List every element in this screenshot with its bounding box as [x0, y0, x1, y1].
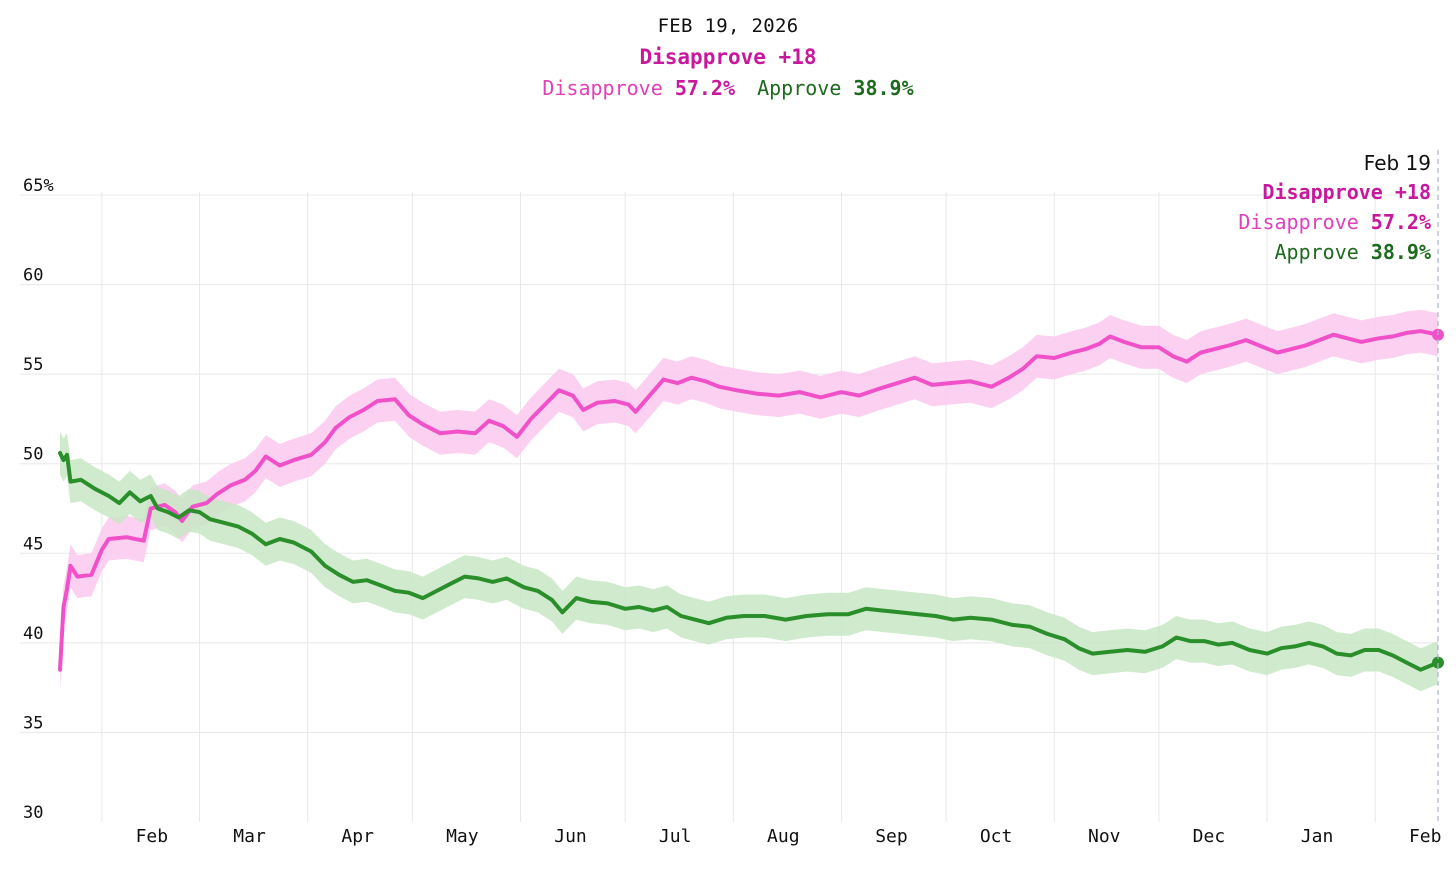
tooltip-disapprove-value: 57.2% — [1371, 210, 1431, 234]
header-values: Disapprove 57.2% Approve 38.9% — [0, 76, 1456, 100]
x-tick-label: Apr — [341, 826, 374, 847]
tooltip-approve: Approve 38.9% — [1274, 240, 1431, 264]
approve-line[interactable] — [58, 451, 1440, 672]
x-tick-label: Mar — [233, 826, 266, 847]
x-tick-label: Dec — [1193, 826, 1226, 847]
tooltip-disapprove-label: Disapprove — [1238, 210, 1358, 234]
x-tick-label: Nov — [1088, 826, 1121, 847]
y-tick-label: 45 — [23, 534, 43, 554]
y-tick-label: 30 — [23, 803, 43, 823]
x-tick-label: Jul — [659, 826, 692, 847]
tooltip-approve-label: Approve — [1274, 240, 1358, 264]
y-tick-label: 35 — [23, 713, 43, 733]
header-margin-label: Disapprove +18 — [639, 45, 817, 69]
tooltip-disapprove: Disapprove 57.2% — [1238, 210, 1431, 234]
x-tick-label: Jan — [1301, 826, 1334, 847]
x-tick-label: May — [446, 826, 479, 847]
y-tick-label: 40 — [23, 624, 43, 644]
tooltip-date: Feb 19 — [1364, 151, 1431, 175]
y-tick-label: 55 — [23, 355, 43, 375]
header-approve-label: Approve — [757, 76, 842, 100]
axis-layer: 65% 60 55 50 45 40 35 30 Feb Mar Apr May Jun Jul Aug Se… — [23, 176, 1441, 847]
x-tick-label: Feb — [136, 826, 169, 847]
grid-layer — [20, 192, 1438, 822]
header-margin: Disapprove +18 — [0, 45, 1456, 69]
y-tick-label: 50 — [23, 445, 43, 465]
x-tick-label: Feb — [1409, 826, 1442, 847]
x-tick-label: Sep — [875, 826, 908, 847]
header-disapprove-value: 57.2% — [674, 76, 736, 100]
disapprove-band — [60, 309, 1438, 692]
band-layer — [60, 309, 1438, 692]
approve-band — [60, 431, 1438, 692]
approve-endpoint[interactable] — [1432, 656, 1444, 669]
y-tick-label: 60 — [23, 266, 43, 286]
header-date: FEB 19, 2026 — [657, 15, 799, 37]
x-tick-label: Aug — [767, 826, 800, 847]
x-tick-label: Jun — [554, 826, 587, 847]
tooltip-approve-value: 38.9% — [1371, 240, 1431, 264]
tooltip-margin: Disapprove +18 — [1262, 180, 1431, 204]
header-approve-value: 38.9% — [853, 76, 914, 100]
y-tick-label: 65% — [23, 176, 54, 196]
x-tick-label: Oct — [980, 826, 1013, 847]
header-disapprove-label: Disapprove — [542, 76, 663, 100]
tooltip: Feb 19 Disapprove +18 Disapprove 57.2% Ap… — [1238, 151, 1431, 264]
disapprove-line[interactable] — [58, 329, 1440, 672]
